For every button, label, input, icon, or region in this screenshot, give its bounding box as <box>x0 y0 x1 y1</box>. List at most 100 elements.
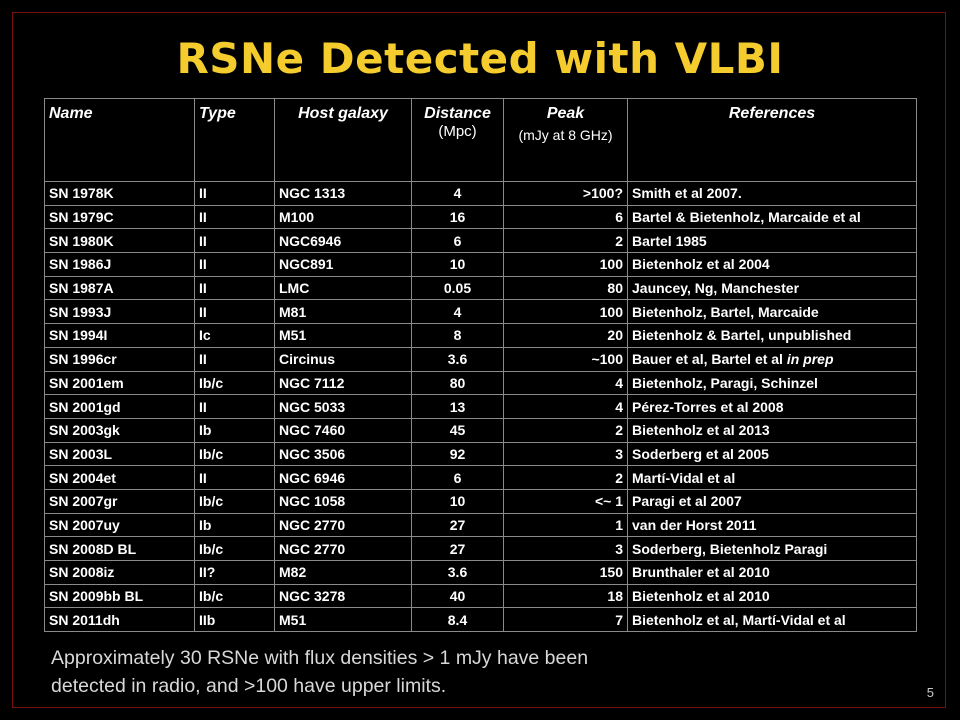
cell-distance-text: 4 <box>453 185 462 202</box>
cell-type: II <box>194 346 275 372</box>
cell-references-text: Bietenholz et al, Martí-Vidal et al <box>632 611 846 628</box>
cell-host-galaxy: NGC 5033 <box>274 394 412 419</box>
cell-name-text: SN 2001gd <box>49 398 121 415</box>
cell-host-galaxy-text: M51 <box>279 327 307 344</box>
cell-type: II? <box>194 560 275 585</box>
cell-references: van der Horst 2011 <box>627 512 917 538</box>
cell-type-text: II? <box>199 564 216 581</box>
cell-name: SN 2007gr <box>44 488 195 514</box>
cell-type: Ib <box>194 417 275 443</box>
cell-type-text: II <box>199 303 207 320</box>
cell-host-galaxy-text: NGC 2770 <box>279 516 346 533</box>
cell-name: SN 2004et <box>44 465 195 490</box>
cell-peak-text: <~ 1 <box>594 493 623 510</box>
cell-peak-text: 2 <box>615 232 623 249</box>
cell-references-text: Martí-Vidal et al <box>632 469 736 486</box>
cell-distance-text: 16 <box>449 209 466 226</box>
cell-name-text: SN 1979C <box>49 209 114 226</box>
cell-host-galaxy: NGC6946 <box>274 228 412 254</box>
cell-type-text: II <box>199 185 207 202</box>
table-row: SN 2009bb BL Ib/c NGC 3278 40 18 Bietenholz e… <box>44 583 917 609</box>
cell-host-galaxy-text: NGC 7112 <box>279 374 345 391</box>
cell-type-text: Ib/c <box>199 493 224 510</box>
cell-type-text: II <box>199 232 207 249</box>
cell-peak: 20 <box>503 323 628 348</box>
cell-host-galaxy-text: NGC 6946 <box>279 469 346 486</box>
cell-peak: 100 <box>503 299 628 325</box>
cell-host-galaxy-text: NGC6946 <box>279 232 342 249</box>
cell-references: Soderberg et al 2005 <box>627 441 917 467</box>
cell-peak-text: 100 <box>599 303 623 320</box>
cell-name: SN 1996cr <box>44 346 195 372</box>
cell-distance-text: 6 <box>453 469 462 486</box>
cell-name-text: SN 2011dh <box>49 611 120 628</box>
cell-name-text: SN 2001em <box>49 374 124 391</box>
cell-type: Ib/c <box>194 441 275 467</box>
cell-host-galaxy-text: NGC891 <box>279 256 334 273</box>
cell-peak: 4 <box>503 394 628 419</box>
cell-references: Jauncey, Ng, Manchester <box>627 275 917 301</box>
cell-type: II <box>194 394 275 419</box>
cell-name-text: SN 1986J <box>49 256 112 273</box>
header-peak-label: Peak <box>546 105 585 122</box>
cell-name: SN 1993J <box>44 299 195 325</box>
cell-peak: 18 <box>503 583 628 609</box>
cell-references: Paragi et al 2007 <box>627 488 917 514</box>
cell-type-text: II <box>199 398 207 415</box>
table-header-row: Name Type Host galaxy Distance (Mpc) Pea… <box>44 98 917 182</box>
cell-distance: 92 <box>411 441 504 467</box>
cell-distance: 3.6 <box>411 346 504 372</box>
cell-host-galaxy: LMC <box>274 275 412 301</box>
cell-name: SN 2003L <box>44 441 195 467</box>
cell-peak: 80 <box>503 275 628 301</box>
cell-peak-text: 150 <box>599 564 623 581</box>
table-row: SN 1993J II M81 4 100 Bietenholz, Bartel, Mar… <box>44 299 917 325</box>
cell-peak-text: 3 <box>615 445 623 462</box>
cell-host-galaxy: NGC 1313 <box>274 181 412 206</box>
cell-type: II <box>194 228 275 254</box>
cell-distance: 10 <box>411 252 504 277</box>
footer-note: Approximately 30 RSNe with flux densitie… <box>51 644 851 700</box>
table-row: SN 1994I Ic M51 8 20 Bietenholz & Bartel, unp… <box>44 323 917 348</box>
header-distance: Distance (Mpc) <box>411 98 504 182</box>
cell-name: SN 2008D BL <box>44 536 195 561</box>
cell-references: Soderberg, Bietenholz Paragi <box>627 536 917 561</box>
cell-type: IIb <box>194 607 275 633</box>
cell-peak: 2 <box>503 465 628 490</box>
cell-peak: 3 <box>503 441 628 467</box>
cell-distance: 45 <box>411 417 504 443</box>
cell-peak-text: 1 <box>615 516 623 533</box>
cell-type-text: Ib <box>199 516 212 533</box>
cell-name-text: SN 2004et <box>49 469 116 486</box>
cell-peak-text: 4 <box>615 374 623 391</box>
cell-distance: 27 <box>411 536 504 561</box>
cell-distance-text: 10 <box>449 493 466 510</box>
cell-type-text: II <box>199 469 207 486</box>
cell-references: Bietenholz, Paragi, Schinzel <box>627 370 917 396</box>
cell-host-galaxy: NGC 6946 <box>274 465 412 490</box>
cell-distance-text: 40 <box>449 588 466 605</box>
cell-host-galaxy: M51 <box>274 607 412 633</box>
page-number: 5 <box>926 685 934 700</box>
table-row: SN 1980K II NGC6946 6 2 Bartel 1985 <box>44 228 917 254</box>
cell-name-text: SN 1980K <box>49 232 114 249</box>
cell-distance-text: 45 <box>449 422 466 439</box>
cell-peak-text: 4 <box>615 398 623 415</box>
cell-name-text: SN 1994I <box>49 327 108 344</box>
cell-name-text: SN 1996cr <box>49 351 117 368</box>
cell-references: Bietenholz et al 2004 <box>627 252 917 277</box>
cell-name: SN 1979C <box>44 204 195 230</box>
cell-peak-text: >100? <box>582 185 623 202</box>
table-row: SN 2003L Ib/c NGC 3506 92 3 Soderberg et al 2… <box>44 441 917 467</box>
cell-distance: 80 <box>411 370 504 396</box>
cell-references: Bartel 1985 <box>627 228 917 254</box>
cell-distance-text: 6 <box>453 232 462 249</box>
cell-distance-text: 10 <box>449 256 466 273</box>
cell-peak-text: 2 <box>615 469 623 486</box>
cell-distance-text: 27 <box>449 540 466 557</box>
cell-type-text: Ic <box>199 327 211 344</box>
table-row: SN 2007gr Ib/c NGC 1058 10 <~ 1 Paragi et al … <box>44 488 917 514</box>
cell-distance: 16 <box>411 204 504 230</box>
cell-peak: <~ 1 <box>503 488 628 514</box>
cell-host-galaxy-text: NGC 2770 <box>279 540 346 557</box>
